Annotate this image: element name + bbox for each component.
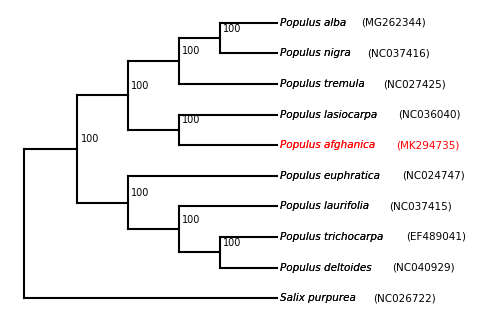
Text: Populus deltoides: Populus deltoides	[280, 263, 372, 273]
Text: Populus afghanica: Populus afghanica	[280, 140, 376, 150]
Text: 100: 100	[223, 238, 242, 248]
Text: (NC026722): (NC026722)	[373, 293, 436, 303]
Text: (MG262344): (MG262344)	[362, 18, 426, 28]
Text: 100: 100	[182, 115, 201, 125]
Text: 100: 100	[182, 47, 201, 56]
Text: 100: 100	[223, 23, 242, 33]
Text: Populus nigra: Populus nigra	[280, 48, 351, 58]
Text: Populus lasiocarpa: Populus lasiocarpa	[280, 109, 378, 120]
Text: Populus afghanica: Populus afghanica	[280, 140, 376, 150]
Text: Populus tremula: Populus tremula	[280, 79, 365, 89]
Text: Populus lasiocarpa: Populus lasiocarpa	[280, 109, 378, 120]
Text: (NC037416): (NC037416)	[366, 48, 430, 58]
Text: (NC036040): (NC036040)	[398, 109, 461, 120]
Text: Salix purpurea: Salix purpurea	[280, 293, 356, 303]
Text: Populus trichocarpa: Populus trichocarpa	[280, 232, 384, 242]
Text: (MK294735): (MK294735)	[396, 140, 460, 150]
Text: 100: 100	[131, 188, 150, 198]
Text: (NC024747): (NC024747)	[402, 171, 464, 181]
Text: Populus trichocarpa: Populus trichocarpa	[280, 232, 384, 242]
Text: 100: 100	[80, 134, 99, 144]
Text: Populus alba: Populus alba	[280, 18, 346, 28]
Text: Populus laurifolia: Populus laurifolia	[280, 201, 369, 212]
Text: Populus alba: Populus alba	[280, 18, 346, 28]
Text: Populus euphratica: Populus euphratica	[280, 171, 380, 181]
Text: 100: 100	[182, 215, 201, 225]
Text: (NC040929): (NC040929)	[392, 263, 454, 273]
Text: Salix purpurea: Salix purpurea	[280, 293, 356, 303]
Text: (EF489041): (EF489041)	[406, 232, 466, 242]
Text: 100: 100	[131, 81, 150, 91]
Text: Populus nigra: Populus nigra	[280, 48, 351, 58]
Text: Populus laurifolia: Populus laurifolia	[280, 201, 369, 212]
Text: Populus deltoides: Populus deltoides	[280, 263, 372, 273]
Text: Populus euphratica: Populus euphratica	[280, 171, 380, 181]
Text: (NC027425): (NC027425)	[384, 79, 446, 89]
Text: (NC037415): (NC037415)	[388, 201, 452, 212]
Text: Populus tremula: Populus tremula	[280, 79, 365, 89]
